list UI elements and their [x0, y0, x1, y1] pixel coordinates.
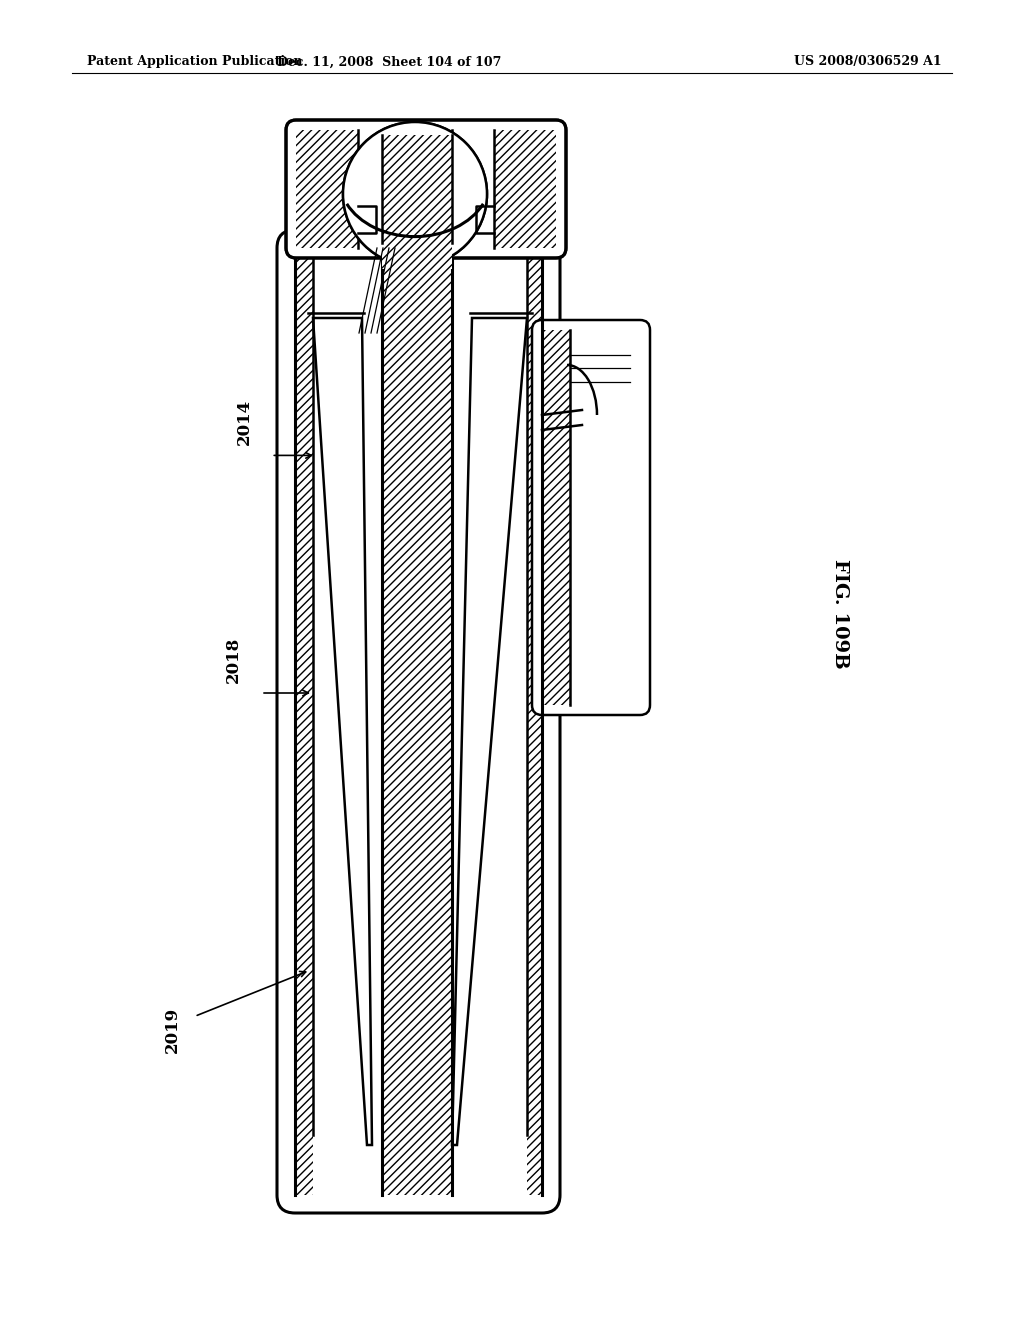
Text: 2018: 2018 [225, 636, 243, 684]
Polygon shape [313, 318, 372, 1144]
Polygon shape [313, 318, 372, 1144]
Bar [542, 330, 570, 705]
Text: 2019: 2019 [164, 1007, 181, 1052]
Polygon shape [313, 318, 378, 1144]
Circle shape [343, 121, 487, 267]
Text: US 2008/0306529 A1: US 2008/0306529 A1 [795, 55, 942, 69]
FancyBboxPatch shape [286, 120, 566, 257]
Bar [527, 248, 542, 1195]
Bar [295, 248, 313, 1195]
Bar [382, 129, 452, 248]
FancyBboxPatch shape [278, 230, 560, 1213]
Polygon shape [452, 318, 527, 1144]
Bar [296, 129, 358, 248]
Bar [494, 129, 556, 248]
Text: Dec. 11, 2008  Sheet 104 of 107: Dec. 11, 2008 Sheet 104 of 107 [276, 55, 502, 69]
Bar [382, 135, 452, 269]
Text: 2014: 2014 [236, 400, 253, 445]
Text: FIG. 109B: FIG. 109B [830, 558, 849, 669]
Polygon shape [452, 318, 527, 1144]
FancyBboxPatch shape [532, 319, 650, 715]
Polygon shape [452, 318, 527, 1144]
Circle shape [343, 121, 487, 267]
Bar [382, 248, 452, 1195]
Text: Patent Application Publication: Patent Application Publication [87, 55, 302, 69]
Circle shape [343, 121, 487, 267]
